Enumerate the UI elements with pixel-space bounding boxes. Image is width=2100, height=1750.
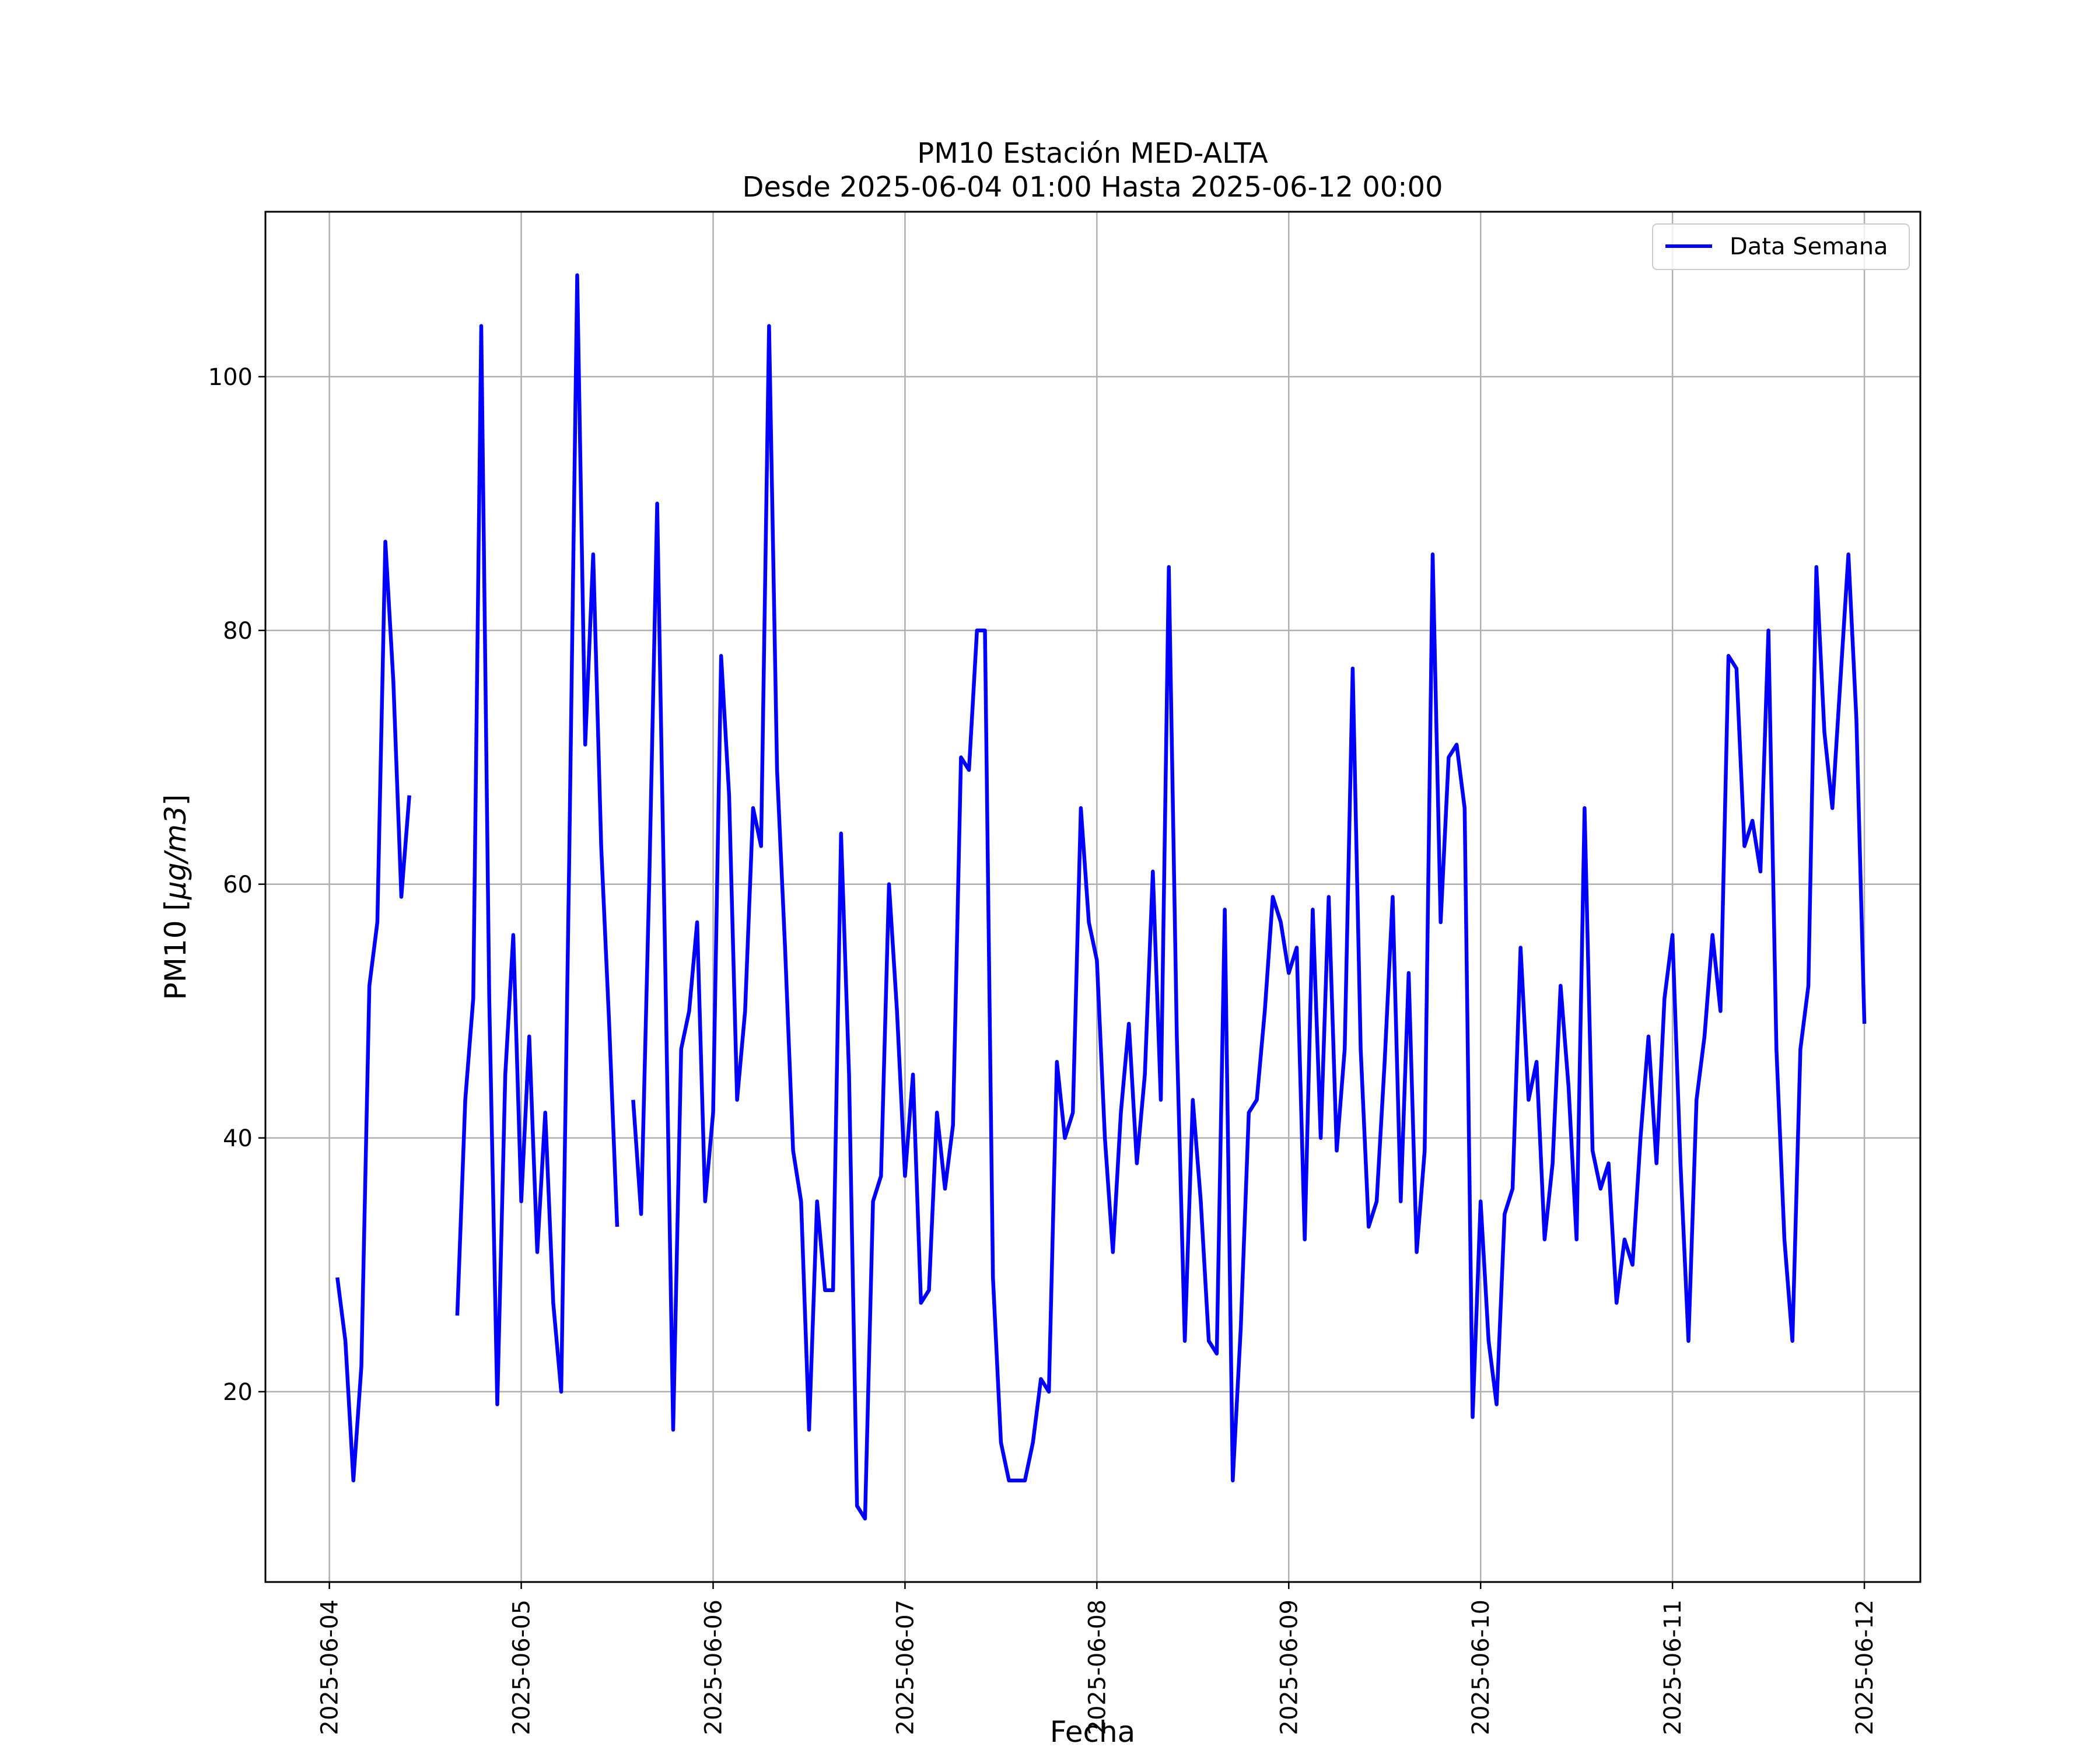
series-segment [335, 540, 411, 1483]
plot-area-frame [264, 211, 1922, 1583]
series-layer [335, 273, 1867, 1521]
y-axis-label-prefix: PM10 [ [159, 900, 192, 1000]
x-tick-label: 2025-06-09 [1276, 1600, 1303, 1735]
y-tick-label: 100 [208, 364, 253, 391]
series-line [335, 273, 1867, 1521]
y-tick-label: 20 [223, 1379, 253, 1406]
x-axis-ticks: 2025-06-04 2025-06-05 2025-06-06 2025-06-07… [317, 1582, 1878, 1735]
legend-box [1652, 223, 1910, 270]
x-tick-label: 2025-06-08 [1084, 1600, 1111, 1735]
y-tick-label: 40 [223, 1125, 253, 1152]
x-tick-label: 2025-06-05 [509, 1600, 536, 1735]
grid-lines [265, 212, 1920, 1582]
legend-label: Data Semana [1730, 233, 1888, 260]
y-axis-label: PM10 [μg/m3] [159, 794, 192, 1000]
y-axis-ticks: 20 40 60 80 100 [208, 364, 265, 1406]
series-segment [631, 324, 1867, 1521]
y-axis-label-suffix: ] [159, 794, 192, 806]
chart-subtitle: Desde 2025-06-04 01:00 Hasta 2025-06-12 … [742, 171, 1443, 204]
series-segment [455, 273, 620, 1406]
x-tick-label: 2025-06-12 [1852, 1600, 1878, 1735]
legend: Data Semana [1652, 223, 1910, 270]
x-axis-label: Fecha [1050, 1715, 1136, 1749]
x-tick-label: 2025-06-11 [1660, 1600, 1686, 1735]
x-tick-label: 2025-06-10 [1468, 1600, 1494, 1735]
y-axis-label-units: μg/m3 [159, 806, 192, 900]
y-tick-label: 80 [223, 618, 253, 645]
y-tick-label: 60 [223, 872, 253, 898]
x-tick-label: 2025-06-07 [892, 1600, 919, 1735]
x-tick-label: 2025-06-04 [317, 1600, 344, 1735]
x-tick-label: 2025-06-06 [700, 1600, 727, 1735]
chart-title: PM10 Estación MED-ALTA [917, 137, 1268, 170]
